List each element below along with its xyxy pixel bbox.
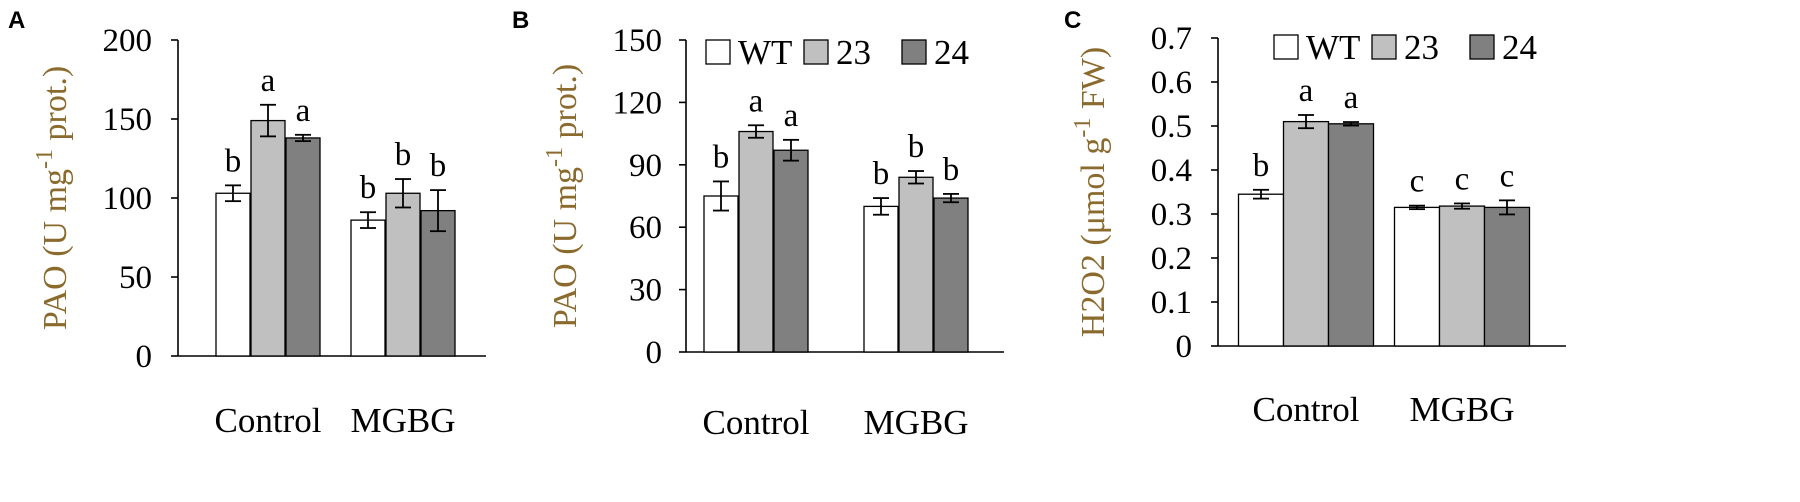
bar-wt-mgbg	[863, 205, 899, 353]
chart-panel-a: A 0 50 100 150 200 PAO (U mg-1 prot.) b aa Contro…	[8, 7, 486, 440]
y-tick-label: 0.5	[1151, 109, 1192, 145]
significance-label: c	[1500, 158, 1515, 194]
bar-23-mgbg	[1438, 205, 1486, 347]
bar-23-mgbg	[385, 192, 421, 357]
panel-letter: B	[512, 7, 529, 34]
y-tick-label: 60	[629, 210, 662, 246]
category-label: Control	[1253, 390, 1360, 429]
significance-label: b	[943, 152, 960, 188]
y-axis-label: H2O2 (μmol g-1 FW)	[1070, 47, 1112, 337]
bar-wt-mgbg	[350, 219, 386, 357]
bar-wt-mgbg	[1393, 206, 1441, 347]
bar-23-control	[738, 130, 774, 353]
y-axis-label: PAO (U mg-1 prot.)	[32, 66, 74, 330]
y-tick-label: 100	[103, 181, 153, 217]
bar-24-control	[285, 137, 321, 357]
significance-label: b	[908, 129, 925, 165]
y-tick-label: 30	[629, 273, 662, 309]
significance-label: a	[749, 83, 764, 119]
significance-label: c	[1455, 161, 1470, 197]
chart-panel-c: C 0 0.1 0.2 0.3 0.4 0.5 0.6 0.7 H2O2 (μmol g-1 FW…	[1064, 7, 1566, 429]
bar-24-mgbg	[420, 209, 456, 357]
y-tick-label: 0	[646, 335, 663, 371]
significance-label: b	[713, 139, 730, 175]
legend-swatch	[1371, 34, 1397, 60]
bar-24-control	[773, 149, 809, 353]
legend-swatch	[1273, 34, 1299, 60]
y-axis-label: PAO (U mg-1 prot.)	[542, 64, 584, 328]
bar-24-mgbg	[1483, 206, 1531, 347]
bar-wt-control	[1237, 193, 1285, 347]
significance-label: a	[261, 63, 276, 99]
y-tick-label: 0.2	[1151, 241, 1192, 277]
y-tick-label: 50	[119, 260, 152, 296]
y-tick-label: 0.3	[1151, 197, 1192, 233]
significance-label: a	[1344, 80, 1359, 116]
legend-label: 24	[1502, 28, 1537, 67]
significance-label: a	[1299, 73, 1314, 109]
significance-label: c	[1410, 164, 1425, 200]
legend-label: WT	[1306, 28, 1360, 67]
significance-label: b	[360, 170, 377, 206]
bar-23-mgbg	[898, 176, 934, 353]
panel-letter: A	[8, 7, 25, 34]
category-label: MGBG	[350, 401, 455, 440]
category-label: Control	[215, 401, 322, 440]
bar-23-control	[250, 119, 286, 357]
bar-24-mgbg	[933, 197, 969, 353]
legend-label: 23	[836, 33, 871, 72]
significance-label: b	[430, 148, 447, 184]
significance-label: b	[1253, 148, 1270, 184]
legend-label: 23	[1404, 28, 1439, 67]
bar-23-control	[1282, 120, 1330, 347]
bar-wt-control	[703, 195, 739, 353]
legend-label: 24	[934, 33, 969, 72]
y-tick-label: 90	[629, 148, 662, 184]
bar-24-control	[1327, 123, 1375, 347]
significance-label: b	[873, 156, 890, 192]
y-tick-label: 0	[1176, 329, 1193, 365]
legend-swatch	[803, 39, 829, 65]
legend-swatch	[1469, 34, 1495, 60]
bar-wt-control	[215, 192, 251, 357]
y-tick-label: 150	[103, 102, 153, 138]
category-label: Control	[703, 403, 810, 442]
y-tick-label: 0.4	[1151, 153, 1192, 189]
significance-label: b	[395, 137, 412, 173]
legend-swatch	[705, 39, 731, 65]
y-tick-label: 0	[136, 339, 153, 375]
panel-letter: C	[1064, 7, 1081, 34]
significance-label: a	[296, 93, 311, 129]
significance-label: a	[784, 98, 799, 134]
y-tick-label: 0.6	[1151, 65, 1192, 101]
category-label: MGBG	[1409, 390, 1514, 429]
y-tick-label: 150	[613, 23, 663, 59]
category-label: MGBG	[863, 403, 968, 442]
legend-label: WT	[738, 33, 792, 72]
legend-swatch	[901, 39, 927, 65]
significance-label: b	[225, 143, 242, 179]
y-tick-label: 200	[103, 23, 153, 59]
y-tick-label: 0.1	[1151, 285, 1192, 321]
y-tick-label: 120	[613, 85, 663, 121]
y-tick-label: 0.7	[1151, 21, 1192, 57]
